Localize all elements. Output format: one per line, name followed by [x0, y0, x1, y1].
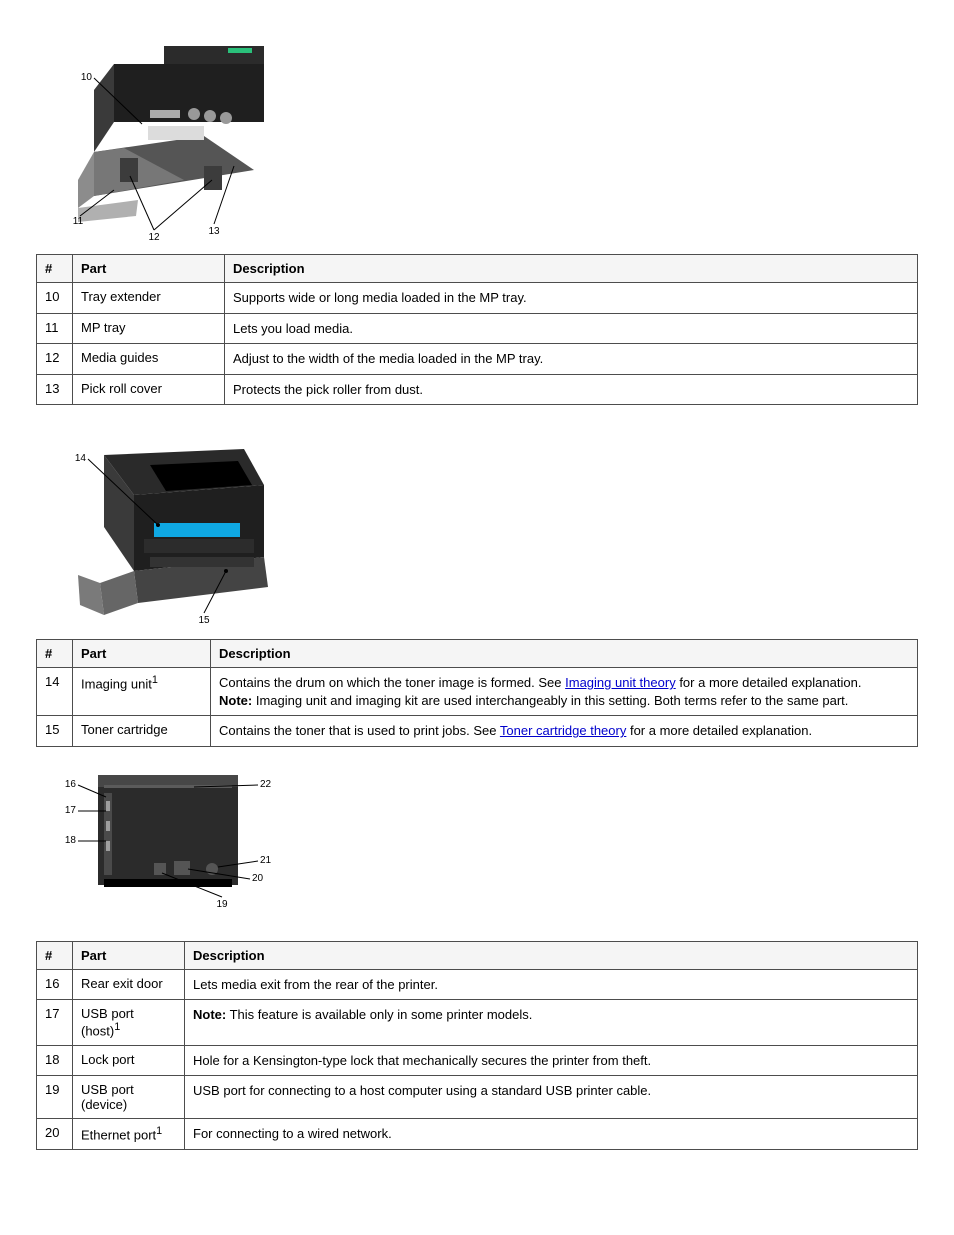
col-desc-header: Description	[225, 255, 918, 283]
row-num: 10	[37, 283, 73, 314]
figure1-svg: 10 11 12 13	[54, 40, 274, 240]
callout-11-number: 11	[73, 216, 84, 227]
figure3-svg: 16 17 18 22 21 20 19	[54, 767, 284, 927]
col-part-header: Part	[73, 255, 225, 283]
row-part: Rear exit door	[73, 969, 185, 1000]
callout-18-number: 18	[65, 835, 77, 846]
table-row: 19 USB port (device) USB port for connec…	[37, 1076, 918, 1119]
document-page: 10 11 12 13 # Part Description 10 Tray e…	[0, 0, 954, 1194]
row-part: USB port (device)	[73, 1076, 185, 1119]
callout-13-number: 13	[208, 226, 220, 237]
table-mp-tray-parts: # Part Description 10 Tray extender Supp…	[36, 254, 918, 405]
table-row: 18 Lock port Hole for a Kensington-type …	[37, 1045, 918, 1076]
row-desc: USB port for connecting to a host comput…	[185, 1076, 918, 1119]
row-num: 16	[37, 969, 73, 1000]
col-part-header: Part	[73, 941, 185, 969]
callout-17-number: 17	[65, 805, 77, 816]
table-header-row: # Part Description	[37, 941, 918, 969]
row-desc: Contains the toner that is used to print…	[211, 716, 918, 747]
table-row: 14 Imaging unit1 Contains the drum on wh…	[37, 668, 918, 716]
row-part: USB port (host)1	[73, 1000, 185, 1045]
table-row: 13 Pick roll cover Protects the pick rol…	[37, 374, 918, 405]
row-desc: Lets media exit from the rear of the pri…	[185, 969, 918, 1000]
table-row: 20 Ethernet port1 For connecting to a wi…	[37, 1119, 918, 1150]
table-row: 16 Rear exit door Lets media exit from t…	[37, 969, 918, 1000]
row-desc: Supports wide or long media loaded in th…	[225, 283, 918, 314]
row-part: Toner cartridge	[73, 716, 211, 747]
row-part: Tray extender	[73, 283, 225, 314]
callout-14-number: 14	[75, 453, 87, 464]
row-part: Pick roll cover	[73, 374, 225, 405]
callout-15-number: 15	[198, 615, 210, 625]
row-desc: Hole for a Kensington-type lock that mec…	[185, 1045, 918, 1076]
row-num: 20	[37, 1119, 73, 1150]
col-part-header: Part	[73, 640, 211, 668]
table-rear-parts: # Part Description 16 Rear exit door Let…	[36, 941, 918, 1150]
row-part: Media guides	[73, 344, 225, 375]
row-desc: Protects the pick roller from dust.	[225, 374, 918, 405]
col-desc-header: Description	[185, 941, 918, 969]
imaging-unit-link[interactable]: Imaging unit theory	[565, 675, 676, 690]
row-num: 12	[37, 344, 73, 375]
row-num: 18	[37, 1045, 73, 1076]
figure2-svg: 14 15	[54, 425, 274, 625]
table-row: 17 USB port (host)1 Note: This feature i…	[37, 1000, 918, 1045]
col-num-header: #	[37, 640, 73, 668]
row-desc: For connecting to a wired network.	[185, 1119, 918, 1150]
table-header-row: # Part Description	[37, 255, 918, 283]
row-desc: Note: This feature is available only in …	[185, 1000, 918, 1045]
callout-21-number: 21	[260, 855, 272, 866]
row-desc: Contains the drum on which the toner ima…	[211, 668, 918, 716]
callout-12-number: 12	[148, 232, 160, 240]
row-num: 14	[37, 668, 73, 716]
callout-19-number: 19	[216, 899, 228, 910]
row-num: 11	[37, 313, 73, 344]
table-row: 10 Tray extender Supports wide or long m…	[37, 283, 918, 314]
table-header-row: # Part Description	[37, 640, 918, 668]
row-num: 17	[37, 1000, 73, 1045]
row-part: MP tray	[73, 313, 225, 344]
row-num: 19	[37, 1076, 73, 1119]
figure-rear-view: 16 17 18 22 21 20 19	[54, 767, 918, 927]
row-num: 15	[37, 716, 73, 747]
table-row: 11 MP tray Lets you load media.	[37, 313, 918, 344]
col-num-header: #	[37, 255, 73, 283]
figure-imaging-unit: 14 15	[54, 425, 918, 625]
row-part: Imaging unit1	[73, 668, 211, 716]
figure-mp-tray: 10 11 12 13	[54, 40, 918, 240]
col-desc-header: Description	[211, 640, 918, 668]
table-row: 12 Media guides Adjust to the width of t…	[37, 344, 918, 375]
toner-cartridge-link[interactable]: Toner cartridge theory	[500, 723, 626, 738]
table-row: 15 Toner cartridge Contains the toner th…	[37, 716, 918, 747]
row-num: 13	[37, 374, 73, 405]
row-desc: Lets you load media.	[225, 313, 918, 344]
row-part: Lock port	[73, 1045, 185, 1076]
table-imaging-parts: # Part Description 14 Imaging unit1 Cont…	[36, 639, 918, 747]
callout-10-number: 10	[81, 72, 93, 83]
row-desc: Adjust to the width of the media loaded …	[225, 344, 918, 375]
callout-22-number: 22	[260, 779, 272, 790]
row-part: Ethernet port1	[73, 1119, 185, 1150]
callout-16-number: 16	[65, 779, 77, 790]
callout-20-number: 20	[252, 873, 264, 884]
col-num-header: #	[37, 941, 73, 969]
